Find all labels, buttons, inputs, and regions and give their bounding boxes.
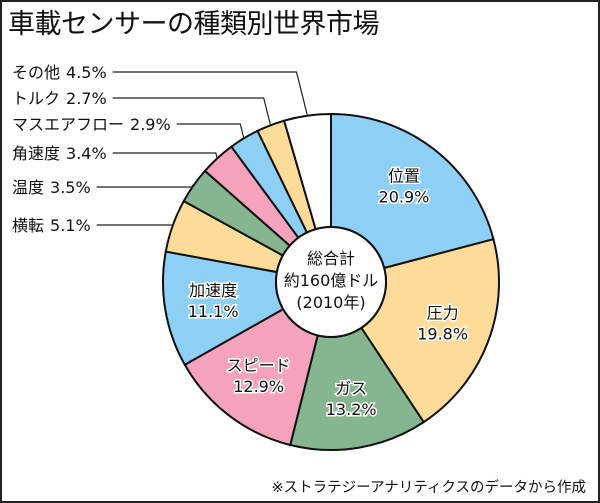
- outside-label: トルク 2.7%: [12, 89, 107, 108]
- slice-value: 4.5%: [66, 63, 107, 82]
- center-text-line: 約160億ドル: [284, 271, 379, 290]
- slice-value: 2.9%: [130, 115, 171, 134]
- outside-label: 温度 3.5%: [12, 178, 91, 197]
- slice-label: 加速度: [189, 281, 237, 300]
- outside-label: 横転 5.1%: [12, 216, 91, 235]
- slice-label: 位置: [388, 166, 420, 185]
- slice-value: 5.1%: [50, 216, 91, 235]
- slice-value: 19.8%: [417, 325, 468, 344]
- slice-value: 3.5%: [50, 178, 91, 197]
- slice-name: 角速度: [12, 144, 60, 163]
- slice-value: 20.9%: [379, 187, 430, 206]
- center-text-line: 総合計: [307, 249, 355, 268]
- slice-label: 圧力: [427, 304, 459, 323]
- slice-label: ガス: [335, 379, 367, 398]
- slice-value: 11.1%: [188, 302, 239, 321]
- chart-title: 車載センサーの種類別世界市場: [8, 9, 380, 40]
- leader-line: [112, 152, 218, 158]
- leader-line: [96, 184, 194, 188]
- slice-value: 13.2%: [326, 400, 377, 419]
- slice-labels: 位置 20.9% 圧力 19.8% ガス 13.2% スピード 12.9% 加速度 11.1% 横転…: [12, 63, 470, 420]
- center-text-line: (2010年): [296, 293, 365, 312]
- slice-value: 2.7%: [66, 89, 107, 108]
- slice-name: トルク: [12, 89, 60, 108]
- leader-lines: [96, 71, 308, 226]
- leader-line: [112, 97, 271, 125]
- slice-name: その他: [12, 63, 60, 82]
- slice-label: その他 4.5%: [12, 63, 107, 82]
- leader-line: [112, 71, 308, 115]
- slice-value: 12.9%: [233, 377, 284, 396]
- slice-label: マスエアフロー 2.9%: [12, 115, 171, 134]
- slice-value: 3.4%: [66, 144, 107, 163]
- leader-line: [176, 123, 245, 138]
- slice-label: トルク 2.7%: [12, 89, 107, 108]
- source-note: ※ストラテジーアナリティクスのデータから作成: [271, 480, 586, 496]
- outside-label: 角速度 3.4%: [12, 144, 107, 163]
- slice-name: 横転: [12, 216, 44, 235]
- outside-label: マスエアフロー 2.9%: [12, 115, 171, 134]
- slice-label: 横転 5.1%: [12, 216, 91, 235]
- slice-label: 角速度 3.4%: [12, 144, 107, 163]
- slice-name: マスエアフロー: [12, 115, 124, 134]
- slice-label: スピード: [227, 356, 291, 375]
- slice-name: 温度: [12, 178, 44, 197]
- outside-label: その他 4.5%: [12, 63, 107, 82]
- center-hole: [275, 226, 387, 338]
- slice-label: 温度 3.5%: [12, 178, 91, 197]
